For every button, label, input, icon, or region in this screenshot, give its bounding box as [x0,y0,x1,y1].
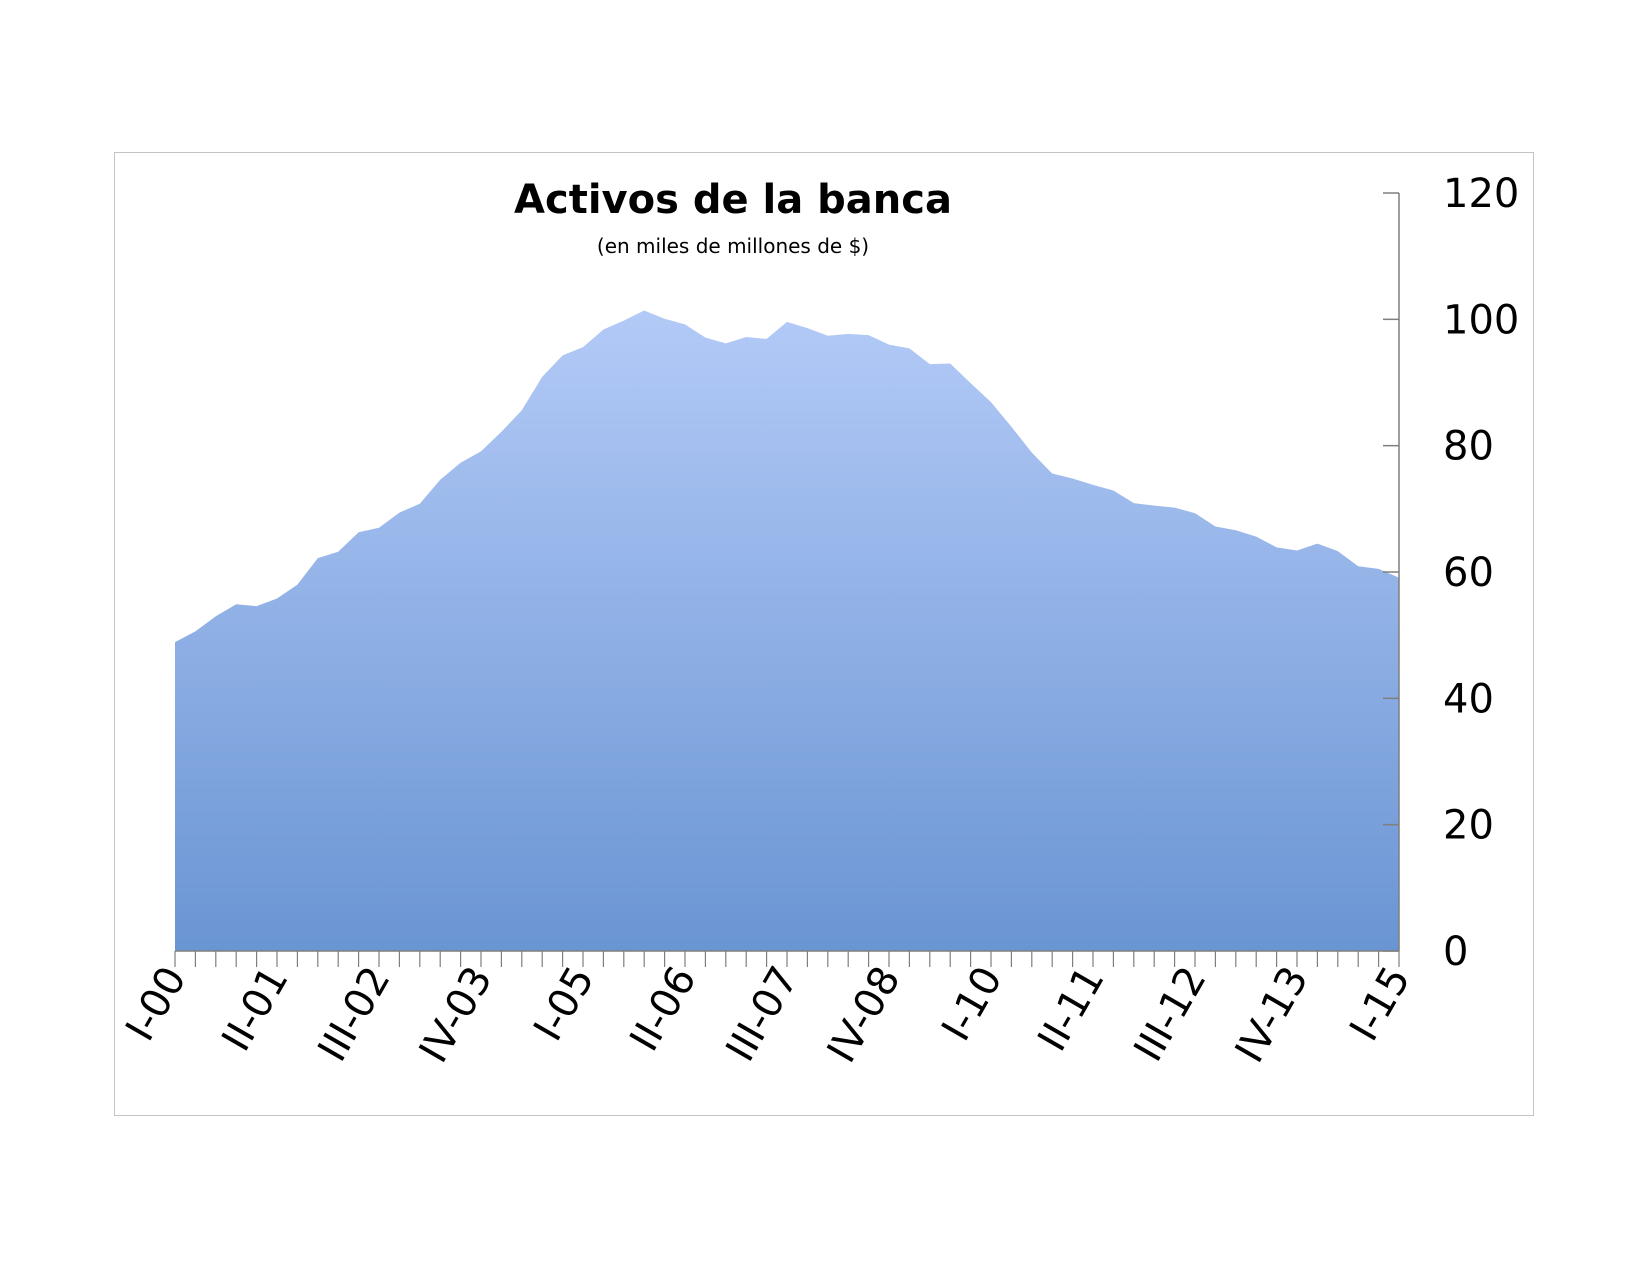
x-tick-label: IV-13 [1227,959,1318,1070]
x-axis: I-00 II-01 III-02 IV-03 I-05 II-06 III-07 IV-08… [117,950,1420,1070]
y-tick-label: 20 [1443,803,1494,849]
y-tick-label: 60 [1443,550,1494,596]
series-area [175,310,1399,951]
chart-subtitle: (en miles de millones de $) [597,234,869,258]
y-tick-label: 100 [1443,297,1519,343]
x-tick-label: IV-08 [819,959,910,1070]
x-tick-label: II-01 [213,959,297,1059]
x-tick-label: III-02 [309,959,399,1069]
x-tick-label: I-00 [117,959,195,1049]
x-tick-label: II-11 [1029,959,1113,1059]
x-tick-label: II-06 [621,959,705,1059]
y-tick-label: 80 [1443,424,1494,470]
chart-frame: Activos de la banca (en miles de millone… [114,152,1534,1116]
y-tick-label: 120 [1443,171,1519,217]
chart-svg: Activos de la banca (en miles de millone… [117,171,1519,1070]
chart-title: Activos de la banca [514,177,952,223]
x-tick-label: III-12 [1125,959,1215,1069]
y-axis: 0 20 40 60 80 100 120 [1383,171,1519,975]
y-tick-label: 40 [1443,676,1494,722]
x-tick-label: I-05 [525,959,603,1049]
x-tick-label: IV-03 [411,959,502,1070]
y-tick-label: 0 [1443,929,1468,975]
x-tick-label: I-10 [933,959,1011,1049]
x-tick-label: III-07 [717,959,807,1069]
x-tick-label: I-15 [1341,959,1419,1049]
